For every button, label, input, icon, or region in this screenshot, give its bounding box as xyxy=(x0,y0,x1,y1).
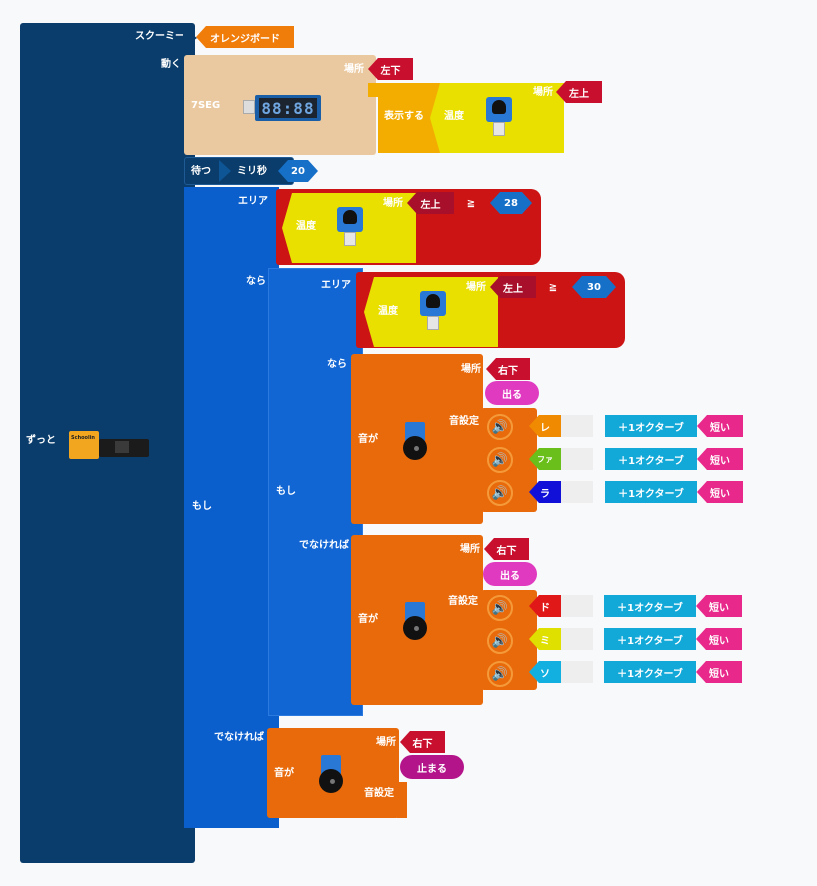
octave-select[interactable]: ＋1オクターブ xyxy=(604,661,696,683)
sound-then-place-select[interactable]: 右下 xyxy=(486,358,530,380)
note-select[interactable]: ド xyxy=(529,595,561,617)
buzzer-icon xyxy=(319,755,343,795)
sound-stop-label: 音が xyxy=(274,768,294,779)
if1-bottom xyxy=(184,812,279,828)
temp-sensor-icon xyxy=(486,97,512,136)
sound-else-action[interactable]: 出る xyxy=(483,562,537,586)
if2-value[interactable]: 30 xyxy=(572,276,616,298)
if1-temp-label: 温度 xyxy=(296,221,316,232)
speaker-icon: 🔊 xyxy=(487,595,513,621)
if2-if-label: もし xyxy=(276,486,296,497)
sound-then-place-label: 場所 xyxy=(461,364,481,375)
if1-else-label: でなければ xyxy=(214,732,264,743)
wait-value[interactable]: 20 xyxy=(278,160,318,182)
wait-label: 待つ xyxy=(191,166,211,177)
sound-stop-action[interactable]: 止まる xyxy=(400,755,464,779)
if2-then-label: なら xyxy=(327,359,347,370)
if1-if-label: もし xyxy=(192,501,212,512)
if2-temp-sensor-icon xyxy=(420,291,446,330)
speaker-icon: 🔊 xyxy=(487,661,513,687)
if1-op[interactable]: ≧ xyxy=(466,197,476,209)
sound-stop-place-label: 場所 xyxy=(376,737,396,748)
if2-block[interactable] xyxy=(268,268,363,716)
sound-stop-setting-label: 音設定 xyxy=(364,788,394,799)
sukumii-label: スクーミー xyxy=(135,31,185,42)
seg-connector xyxy=(243,100,255,114)
sound-stop-tail xyxy=(397,782,407,818)
sound-else-notes: 🔊 ド ＋1オクターブ 短い 🔊 ミ ＋1オクターブ 短い 🔊 ソ ＋1オクター… xyxy=(487,593,747,693)
length-select[interactable]: 短い xyxy=(697,448,743,470)
speaker-icon: 🔊 xyxy=(487,628,513,654)
board-select[interactable]: オレンジボード xyxy=(196,26,294,48)
length-select[interactable]: 短い xyxy=(697,481,743,503)
note-slot xyxy=(561,661,593,683)
if1-then-label: なら xyxy=(246,276,266,287)
seg-label: 7SEG xyxy=(191,100,221,111)
display-temp-label: 温度 xyxy=(444,111,464,122)
board-label: Schoolin xyxy=(71,435,95,441)
move-label: 動く xyxy=(161,59,181,70)
octave-select[interactable]: ＋1オクターブ xyxy=(604,595,696,617)
length-select[interactable]: 短い xyxy=(697,415,743,437)
if2-else-label: でなければ xyxy=(299,540,349,551)
octave-select[interactable]: ＋1オクターブ xyxy=(605,448,697,470)
sound-else-place-select[interactable]: 右下 xyxy=(484,538,529,560)
display-block[interactable] xyxy=(368,83,440,153)
if2-place-select[interactable]: 左上 xyxy=(490,276,536,298)
forever-label: ずっと xyxy=(26,435,56,446)
buzzer-icon xyxy=(403,602,427,642)
sound-then-label: 音が xyxy=(358,434,378,445)
sound-else-label: 音が xyxy=(358,614,378,625)
if1-block[interactable] xyxy=(184,187,279,827)
sound-stop-place-select[interactable]: 右下 xyxy=(400,731,445,753)
length-select[interactable]: 短い xyxy=(696,595,742,617)
note-slot xyxy=(561,628,593,650)
seg-place-label: 場所 xyxy=(344,64,364,75)
wait-block[interactable] xyxy=(184,157,294,185)
sound-else-place-label: 場所 xyxy=(460,544,480,555)
note-slot xyxy=(561,448,593,470)
note-select[interactable]: ラ xyxy=(529,481,561,503)
octave-select[interactable]: ＋1オクターブ xyxy=(605,415,697,437)
length-select[interactable]: 短い xyxy=(696,628,742,650)
if2-op[interactable]: ≧ xyxy=(548,281,558,293)
sound-else-setting-label: 音設定 xyxy=(448,596,478,607)
seg-digits: 88:88 xyxy=(259,98,317,118)
display-label: 表示する xyxy=(384,111,424,122)
if1-place-select[interactable]: 左上 xyxy=(407,192,454,214)
note-slot xyxy=(561,595,593,617)
if1-place-label: 場所 xyxy=(383,198,403,209)
board-icon: Schoolin xyxy=(69,431,151,459)
note-select[interactable]: レ xyxy=(529,415,561,437)
wait-unit: ミリ秒 xyxy=(237,166,267,177)
note-select[interactable]: ミ xyxy=(529,628,561,650)
note-slot xyxy=(561,481,593,503)
seg-place-select[interactable]: 左下 xyxy=(368,58,413,80)
if1-value[interactable]: 28 xyxy=(490,192,532,214)
octave-select[interactable]: ＋1オクターブ xyxy=(605,481,697,503)
sound-then-setting-label: 音設定 xyxy=(449,416,479,427)
if2-temp-label: 温度 xyxy=(378,306,398,317)
buzzer-icon xyxy=(403,422,427,462)
octave-select[interactable]: ＋1オクターブ xyxy=(604,628,696,650)
display-temp-place-select[interactable]: 左上 xyxy=(556,81,602,103)
note-slot xyxy=(561,415,593,437)
length-select[interactable]: 短い xyxy=(696,661,742,683)
speaker-icon: 🔊 xyxy=(487,480,513,506)
speaker-icon: 🔊 xyxy=(487,447,513,473)
if1-area-label: エリア xyxy=(238,196,268,207)
note-select[interactable]: ソ xyxy=(529,661,561,683)
if1-temp-sensor-icon xyxy=(337,207,363,246)
speaker-icon: 🔊 xyxy=(487,414,513,440)
if2-place-label: 場所 xyxy=(466,282,486,293)
sound-then-notes: 🔊 レ ＋1オクターブ 短い 🔊 ファ ＋1オクターブ 短い 🔊 ラ ＋1オクタ… xyxy=(487,412,747,512)
sound-then-action[interactable]: 出る xyxy=(485,381,539,405)
display-temp-place-label: 場所 xyxy=(533,87,553,98)
note-select[interactable]: ファ xyxy=(529,448,561,470)
if2-area-label: エリア xyxy=(321,280,351,291)
